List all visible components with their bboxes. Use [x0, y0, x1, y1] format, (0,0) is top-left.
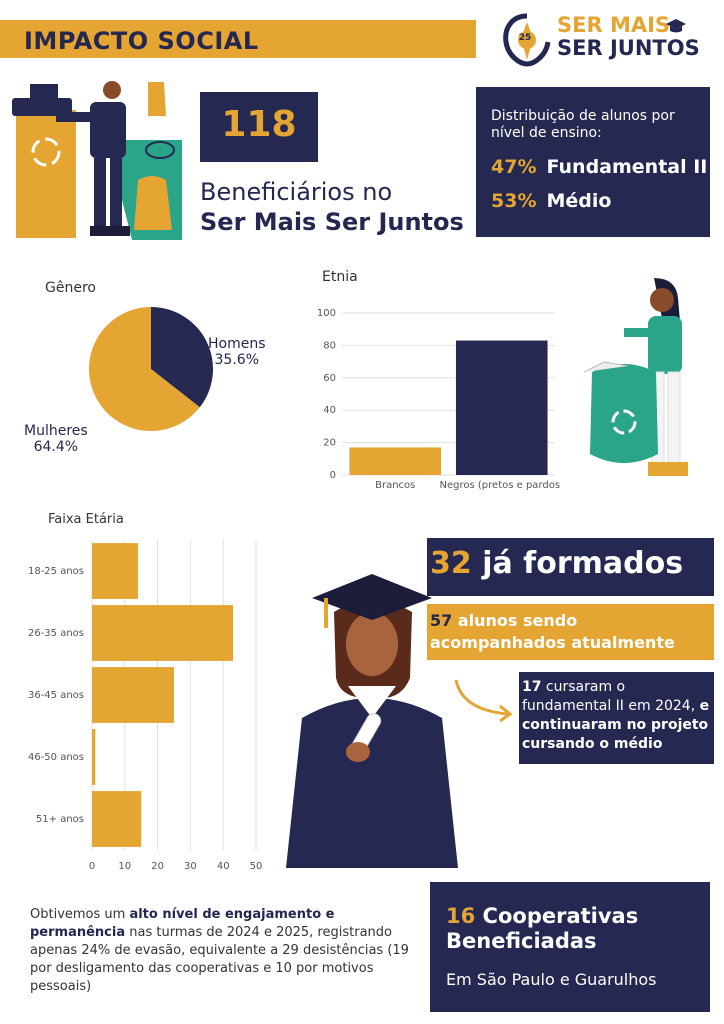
engagement-prefix: Obtivemos um [30, 907, 130, 922]
x-tick-label: Brancos [375, 480, 415, 491]
bar [92, 605, 234, 661]
pie-slice [151, 307, 213, 408]
engagement-bold: alto nível de engajamento e permanência [30, 907, 335, 940]
mask-icon [145, 141, 175, 159]
title-bar [0, 20, 476, 58]
x-tick-label: 40 [217, 861, 230, 872]
logo-badge: 25 [518, 33, 532, 43]
y-tick-label: 20 [323, 438, 336, 449]
recycle-icon [31, 137, 61, 167]
fundamental-number: 17 [522, 679, 542, 695]
following-text: 57 alunos sendo acompanhados atualmente [430, 610, 714, 654]
distribution-label: Médio [546, 190, 612, 212]
y-tick-label: 100 [317, 308, 336, 319]
logo-icon [503, 13, 551, 67]
beneficiaries-number: 118 [221, 104, 297, 145]
women-label: Mulheres [24, 423, 88, 439]
distribution-row: 53% Médio [491, 190, 611, 212]
beneficiaries-line1: Beneficiários no [200, 178, 393, 206]
bar [455, 340, 548, 475]
men-label: Homens [208, 336, 266, 352]
following-box [427, 604, 714, 660]
following-label: alunos sendo acompanhados atualmente [430, 611, 675, 652]
y-tick-label: 26-35 anos [28, 628, 84, 639]
age-title: Faixa Etária [48, 512, 124, 527]
beneficiaries-box [200, 92, 318, 162]
y-tick-label: 0 [330, 470, 336, 481]
fundamental-text1: cursaram o fundamental II em 2024, [522, 679, 700, 714]
graduates-text: 32 já formados [430, 546, 683, 581]
graduation-cap-icon [666, 19, 686, 33]
x-tick-label: 50 [250, 861, 263, 872]
distribution-pct: 47% [491, 156, 537, 178]
x-tick-label: 20 [151, 861, 164, 872]
cooperatives-label: Cooperativas Beneficiadas [446, 904, 639, 953]
men-label-group: Homens 35.6% [208, 336, 266, 368]
y-tick-label: 46-50 anos [28, 752, 84, 763]
logo-line1: SER MAIS [557, 13, 671, 37]
men-pct: 35.6% [214, 352, 259, 368]
x-tick-label: 10 [118, 861, 131, 872]
cooperatives-title: 16 Cooperativas Beneficiadas [446, 904, 706, 954]
bar [92, 543, 138, 599]
x-tick-label: 0 [89, 861, 95, 872]
distribution-box [476, 87, 710, 237]
y-tick-label: 40 [323, 405, 336, 416]
graduates-number: 32 [430, 546, 472, 581]
logo-text: SER MAIS SER JUNTOS [557, 14, 700, 60]
gender-title: Gênero [45, 280, 96, 296]
worker-illustration [12, 81, 182, 240]
women-pct: 64.4% [33, 439, 79, 455]
graduates-label: já formados [482, 546, 684, 581]
pie-slice [89, 307, 200, 431]
fundamental-bold: e continuaram no projeto cursando o médi… [522, 698, 710, 752]
distribution-row: 47% Fundamental II [491, 156, 707, 178]
y-tick-label: 80 [323, 340, 336, 351]
ethnicity-title: Etnia [322, 269, 358, 285]
cooperatives-subtitle: Em São Paulo e Guarulhos [446, 970, 657, 989]
graduates-box [427, 538, 714, 596]
bar [349, 447, 442, 475]
bar [92, 729, 96, 785]
bar [92, 791, 142, 847]
y-tick-label: 36-45 anos [28, 690, 84, 701]
fundamental-box [519, 672, 714, 764]
cooperatives-number: 16 [446, 904, 476, 928]
graduation-cap-icon [312, 574, 432, 628]
ethnicity-bar-chart: 0 20 40 60 80 100 Brancos Negros (pretos e pard… [317, 308, 560, 491]
y-tick-label: 60 [323, 373, 336, 384]
distribution-label: Fundamental II [546, 156, 708, 178]
page-title: IMPACTO SOCIAL [24, 27, 259, 55]
recycling-woman-illustration [584, 278, 688, 476]
cooperatives-box [430, 882, 710, 1012]
bar [92, 667, 174, 723]
glove-icon [148, 82, 166, 116]
x-tick-label: Negros (pretos e pardos) [440, 480, 560, 491]
fundamental-text: 17 cursaram o fundamental II em 2024, e … [522, 678, 714, 754]
graduate-illustration [286, 574, 458, 868]
distribution-pct: 53% [491, 190, 537, 212]
beneficiaries-line2: Ser Mais Ser Juntos [200, 208, 464, 236]
engagement-text: Obtivemos um alto nível de engajamento e… [30, 906, 410, 996]
y-tick-label: 18-25 anos [28, 566, 84, 577]
arrow-icon [454, 679, 513, 723]
engagement-suffix: nas turmas de 2024 e 2025, registrando a… [30, 925, 409, 994]
logo-line2: SER JUNTOS [557, 36, 700, 60]
gender-pie-chart [89, 307, 213, 431]
y-tick-label: 51+ anos [36, 814, 84, 825]
x-tick-label: 30 [184, 861, 197, 872]
women-label-group: Mulheres 64.4% [24, 423, 88, 455]
recycle-icon [611, 409, 637, 435]
following-number: 57 [430, 611, 453, 630]
distribution-title: Distribuição de alunos por nível de ensi… [491, 108, 675, 141]
age-bar-chart: 0 10 20 30 40 50 18-25 anos 26-35 anos 36-45 ano… [28, 540, 263, 872]
